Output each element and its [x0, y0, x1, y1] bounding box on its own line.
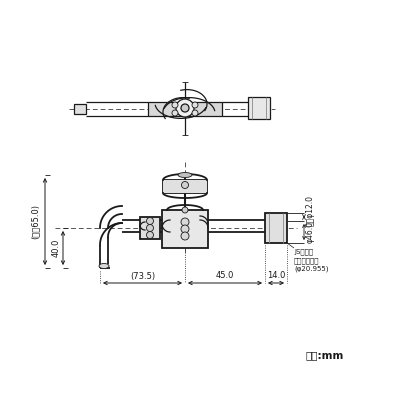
Text: 40.0: 40.0 — [52, 239, 60, 257]
Text: JS給水栓: JS給水栓 — [294, 248, 313, 255]
Text: φ46.0: φ46.0 — [306, 221, 315, 243]
Bar — [140, 217, 160, 239]
Text: (73.5): (73.5) — [130, 272, 155, 280]
Circle shape — [146, 218, 154, 224]
Circle shape — [181, 218, 189, 226]
Circle shape — [182, 182, 188, 188]
Bar — [162, 210, 208, 248]
Bar — [248, 97, 270, 119]
Bar — [265, 213, 287, 243]
Bar — [148, 102, 222, 116]
Circle shape — [182, 207, 188, 213]
Circle shape — [176, 99, 194, 117]
Text: 14.0: 14.0 — [267, 272, 285, 280]
Circle shape — [146, 224, 154, 232]
Text: (最大65.0): (最大65.0) — [30, 204, 40, 239]
Circle shape — [192, 102, 198, 108]
Bar — [163, 180, 207, 193]
Bar — [74, 104, 86, 114]
Text: 単位:mm: 単位:mm — [305, 350, 343, 360]
Text: 45.0: 45.0 — [216, 272, 234, 280]
Ellipse shape — [178, 172, 192, 178]
Circle shape — [192, 110, 198, 116]
Text: (φ20.955): (φ20.955) — [294, 266, 328, 272]
Circle shape — [146, 232, 154, 238]
Circle shape — [172, 102, 178, 108]
Ellipse shape — [99, 264, 109, 268]
Circle shape — [172, 110, 178, 116]
Circle shape — [181, 232, 189, 240]
Circle shape — [181, 225, 189, 233]
Text: 内径φ12.0: 内径φ12.0 — [306, 194, 315, 226]
Circle shape — [181, 104, 189, 112]
Text: 取付ねじ１３: 取付ねじ１３ — [294, 257, 320, 264]
